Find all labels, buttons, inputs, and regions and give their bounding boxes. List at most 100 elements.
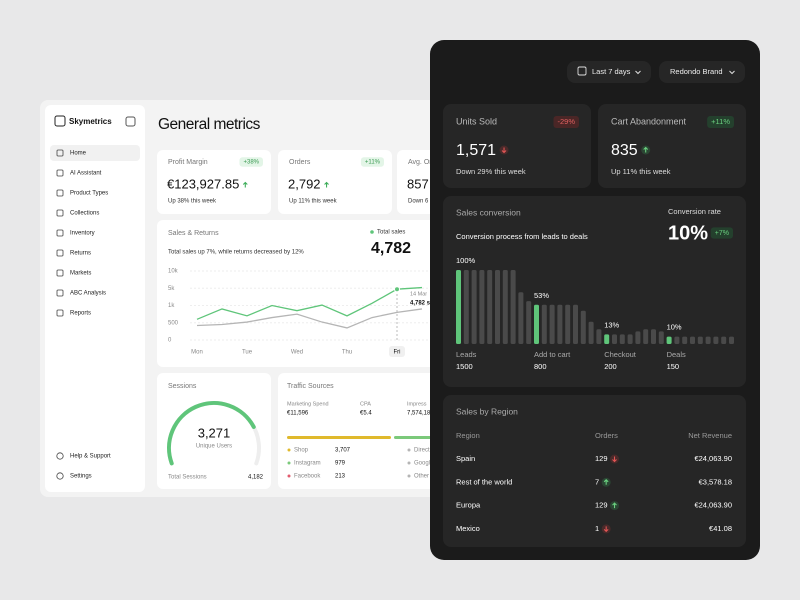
nav-item[interactable]: Inventory xyxy=(70,231,95,237)
stage-name: Checkout xyxy=(604,350,637,359)
bar xyxy=(612,334,617,344)
filter-label: Last 7 days xyxy=(592,67,631,76)
tooltip-value: 4,782 sa xyxy=(410,301,434,307)
nav-item[interactable]: ABC Analysis xyxy=(70,291,106,297)
bar xyxy=(549,304,555,344)
gauge-value-label: 3,271 xyxy=(198,425,231,440)
logo xyxy=(54,115,66,127)
nav-active xyxy=(50,145,140,161)
stat-label: Marketing Spend xyxy=(287,401,329,407)
source-value: 213 xyxy=(335,474,346,480)
bar xyxy=(541,304,547,344)
calendar-icon xyxy=(577,66,587,76)
region-name: Spain xyxy=(456,454,475,463)
kpi-note: Down 29% this week xyxy=(456,167,526,176)
source-dot xyxy=(407,474,411,478)
source-name: Other xyxy=(414,474,429,480)
bar xyxy=(627,334,633,344)
source-name: Google xyxy=(414,461,434,467)
bar xyxy=(674,336,680,344)
column-header: Orders xyxy=(595,431,618,440)
nav-icon xyxy=(56,269,64,277)
nav-item[interactable]: Help & Support xyxy=(70,454,111,460)
source-dot xyxy=(407,448,411,452)
bar xyxy=(682,336,688,344)
card-subtitle: Total sales up 7%, while returns decreas… xyxy=(168,250,304,256)
bar xyxy=(502,270,508,344)
sessions-card xyxy=(157,373,271,489)
rate-value: 10% xyxy=(668,222,708,244)
y-tick-label: 10k xyxy=(168,269,179,275)
region-name: Europa xyxy=(456,501,481,510)
nav-item[interactable]: Collections xyxy=(70,211,99,217)
nav-item[interactable]: Home xyxy=(70,151,87,157)
source-name: Facebook xyxy=(294,474,321,480)
bar xyxy=(456,270,461,344)
kpi-note: Up 11% this week xyxy=(611,167,671,176)
column-header: Net Revenue xyxy=(688,431,732,440)
x-tick-label: Mon xyxy=(191,350,203,356)
source-dot xyxy=(287,461,291,465)
badge xyxy=(239,157,263,167)
card-subtitle: Conversion process from leads to deals xyxy=(456,232,588,241)
bar xyxy=(573,304,578,344)
bar xyxy=(495,270,500,344)
bar-label: 100% xyxy=(456,256,476,265)
collapse-button[interactable] xyxy=(125,116,136,127)
region-revenue: €24,063.90 xyxy=(694,454,732,463)
nav-item[interactable]: Markets xyxy=(70,271,91,277)
rate-label: Conversion rate xyxy=(668,207,721,216)
nav-item[interactable]: Settings xyxy=(70,474,92,480)
sales-card xyxy=(157,220,457,367)
stage-name: Deals xyxy=(667,350,686,359)
bar xyxy=(565,304,571,344)
nav-item[interactable]: Product Types xyxy=(70,191,108,197)
nav-icon xyxy=(56,309,64,317)
bar xyxy=(510,270,516,344)
bar xyxy=(604,334,610,344)
filter-button[interactable] xyxy=(567,61,651,83)
legend-dot xyxy=(370,230,374,234)
region-name: Mexico xyxy=(456,524,480,533)
total-label: Total Sessions xyxy=(168,475,207,481)
region-revenue: €41.08 xyxy=(709,524,732,533)
nav-item[interactable]: Reports xyxy=(70,311,91,317)
filter-button[interactable] xyxy=(659,61,745,83)
nav-icon xyxy=(56,249,64,257)
badge-text: +11% xyxy=(365,160,381,166)
nav-icon xyxy=(56,452,64,460)
card-title: Sales conversion xyxy=(456,207,521,217)
stage-count: 150 xyxy=(667,362,680,371)
bar xyxy=(619,334,625,344)
bar xyxy=(643,329,649,344)
source-name: Direct xyxy=(414,448,430,454)
nav-item[interactable]: AI Assistant xyxy=(70,171,102,177)
bar xyxy=(729,336,734,344)
kpi-value: 2,792 xyxy=(288,176,321,191)
stat-value: 7,574,183 xyxy=(407,411,434,417)
x-tick-label: Thu xyxy=(342,350,352,356)
region-orders: 129 xyxy=(595,454,608,463)
bar xyxy=(471,270,477,344)
line-series xyxy=(196,286,423,320)
card-title: Sales & Returns xyxy=(168,230,219,237)
bar xyxy=(697,336,703,344)
card-title: Sessions xyxy=(168,383,197,390)
region-orders: 129 xyxy=(595,501,608,510)
bar-label: 10% xyxy=(667,323,682,332)
light-panel: Skymetrics Home AI Assistant Product Types C… xyxy=(40,100,511,497)
kpi-note: Down 6 xyxy=(408,199,429,205)
column-header: Region xyxy=(456,431,480,440)
stat-label: CPA xyxy=(360,401,371,407)
badge-text: -29% xyxy=(557,117,575,126)
bar xyxy=(666,336,672,344)
traffic-bar xyxy=(287,436,391,439)
nav-item[interactable]: Returns xyxy=(70,251,91,257)
bar xyxy=(588,321,594,344)
region-orders: 7 xyxy=(595,477,599,486)
badge-text: +38% xyxy=(243,160,259,166)
total-sales: 4,782 xyxy=(371,240,411,257)
filter-label: Redondo Brand xyxy=(670,67,723,76)
kpi-label: Avg. Or xyxy=(408,159,432,166)
